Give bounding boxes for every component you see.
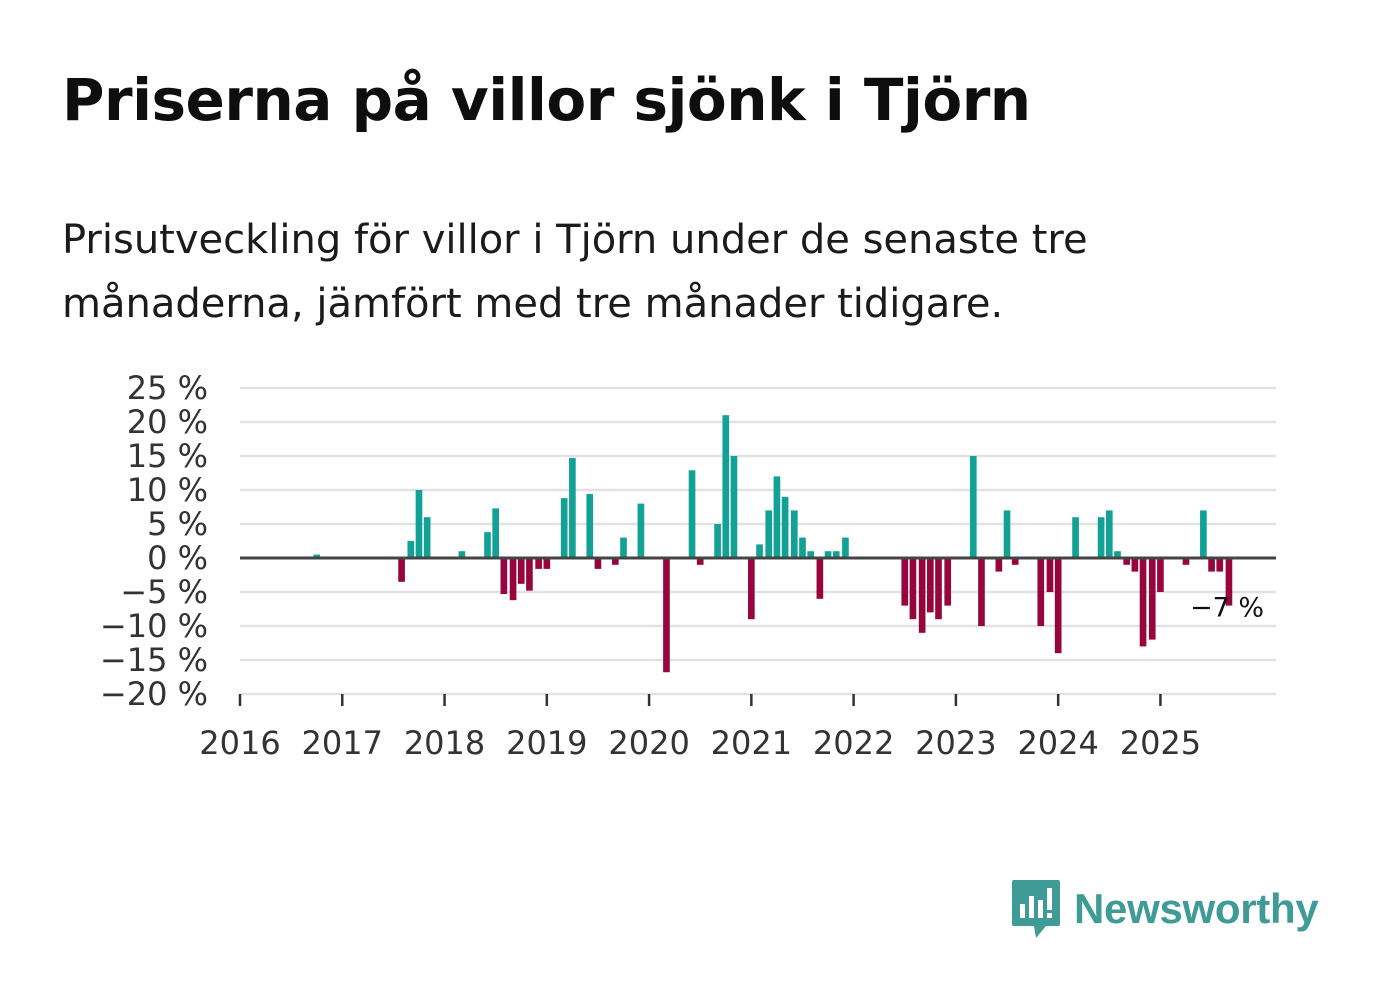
bar-negative bbox=[1139, 558, 1147, 647]
bar-positive bbox=[714, 524, 721, 558]
bar-positive bbox=[832, 551, 840, 558]
bar-negative bbox=[696, 558, 704, 565]
y-tick-label: 15 % bbox=[127, 437, 208, 475]
bar-positive bbox=[824, 551, 832, 558]
bar-positive bbox=[620, 537, 627, 558]
chart-subtitle: Prisutveckling för villor i Tjörn under … bbox=[62, 217, 1088, 327]
bar-negative bbox=[543, 558, 551, 569]
bar-positive bbox=[842, 537, 849, 558]
y-tick-label: 25 % bbox=[127, 369, 208, 407]
bar-chart: 25 %20 %15 %10 %5 %0 %−5 %−10 %−15 %−20 … bbox=[100, 369, 1276, 762]
bar-positive bbox=[1200, 510, 1207, 558]
y-tick-label: −5 % bbox=[120, 573, 208, 611]
y-tick-label: −10 % bbox=[100, 607, 208, 645]
bar-negative bbox=[1182, 558, 1190, 565]
x-tick-label: 2020 bbox=[608, 724, 689, 762]
bar-negative bbox=[944, 558, 952, 606]
bar-layer bbox=[313, 415, 1233, 673]
last-value-annotation: −7 % bbox=[1190, 593, 1264, 624]
x-tick-label: 2025 bbox=[1120, 724, 1201, 762]
bar-negative bbox=[517, 558, 525, 584]
bar-positive bbox=[1003, 510, 1011, 558]
bar-positive bbox=[799, 537, 806, 558]
bar-positive bbox=[730, 456, 738, 558]
bar-positive bbox=[722, 415, 730, 558]
bar-positive bbox=[569, 458, 576, 558]
bar-positive bbox=[969, 456, 977, 558]
x-tick-label: 2019 bbox=[506, 724, 587, 762]
bar-positive bbox=[423, 517, 431, 558]
bar-negative bbox=[909, 558, 917, 620]
bar-positive bbox=[790, 510, 798, 558]
bar-negative bbox=[663, 558, 670, 673]
bar-negative bbox=[1148, 558, 1156, 640]
bar-negative bbox=[1208, 558, 1215, 572]
y-tick-label: 10 % bbox=[127, 471, 208, 509]
bar-negative bbox=[1054, 558, 1062, 654]
x-tick-label: 2023 bbox=[915, 724, 996, 762]
bar-positive bbox=[492, 508, 499, 558]
bar-negative bbox=[1046, 558, 1054, 592]
bar-positive bbox=[1105, 510, 1113, 558]
bar-negative bbox=[1123, 558, 1131, 565]
bar-negative bbox=[1037, 558, 1045, 626]
bar-negative bbox=[901, 558, 909, 606]
bar-positive bbox=[781, 496, 789, 558]
x-tick-label: 2021 bbox=[711, 724, 792, 762]
bar-negative bbox=[526, 558, 533, 591]
y-tick-label: 20 % bbox=[127, 403, 208, 441]
y-tick-label: −15 % bbox=[100, 641, 208, 679]
bar-positive bbox=[765, 510, 773, 558]
bar-positive bbox=[1072, 517, 1079, 558]
bar-negative bbox=[918, 558, 926, 633]
bar-positive bbox=[1114, 551, 1121, 558]
bar-negative bbox=[748, 558, 755, 620]
bar-negative bbox=[500, 558, 508, 595]
bar-negative bbox=[995, 558, 1003, 572]
x-tick-label: 2017 bbox=[302, 724, 383, 762]
bar-positive bbox=[756, 544, 763, 558]
x-tick-label: 2024 bbox=[1017, 724, 1098, 762]
y-tick-label: 5 % bbox=[147, 505, 208, 543]
bar-negative bbox=[816, 558, 824, 599]
bar-positive bbox=[1097, 517, 1105, 558]
bar-positive bbox=[484, 532, 491, 558]
bar-positive bbox=[407, 541, 415, 558]
bar-positive bbox=[415, 490, 423, 558]
newsworthy-logo-icon bbox=[1012, 880, 1060, 938]
bar-positive bbox=[560, 498, 568, 558]
bar-positive bbox=[688, 470, 696, 558]
bar-positive bbox=[637, 503, 645, 558]
bar-negative bbox=[927, 558, 934, 613]
bar-positive bbox=[807, 551, 814, 558]
bar-negative bbox=[1157, 558, 1164, 592]
bar-negative bbox=[509, 558, 517, 601]
bar-negative bbox=[978, 558, 985, 626]
bar-negative bbox=[1216, 558, 1224, 572]
bar-negative bbox=[612, 558, 619, 565]
bar-negative bbox=[1011, 558, 1019, 565]
bar-positive bbox=[586, 494, 594, 558]
bar-negative bbox=[935, 558, 942, 620]
x-tick-label: 2018 bbox=[404, 724, 485, 762]
y-tick-label: −20 % bbox=[100, 675, 208, 713]
x-tick-label: 2022 bbox=[813, 724, 894, 762]
grid-layer bbox=[240, 386, 1276, 696]
bar-positive bbox=[773, 476, 781, 558]
bar-positive bbox=[313, 554, 321, 558]
bar-negative bbox=[1225, 558, 1233, 606]
bar-negative bbox=[1131, 558, 1139, 572]
chart-title: Priserna på villor sjönk i Tjörn bbox=[62, 66, 1031, 134]
x-tick-label: 2016 bbox=[199, 724, 280, 762]
bar-negative bbox=[398, 558, 405, 582]
bar-negative bbox=[535, 558, 542, 569]
bar-negative bbox=[594, 558, 602, 569]
bar-positive bbox=[458, 551, 466, 558]
y-tick-label: 0 % bbox=[147, 539, 208, 577]
brand-logo: Newsworthy bbox=[1010, 878, 1319, 940]
axis-layer: 25 %20 %15 %10 %5 %0 %−5 %−10 %−15 %−20 … bbox=[100, 369, 1276, 762]
brand-name: Newsworthy bbox=[1074, 885, 1319, 932]
